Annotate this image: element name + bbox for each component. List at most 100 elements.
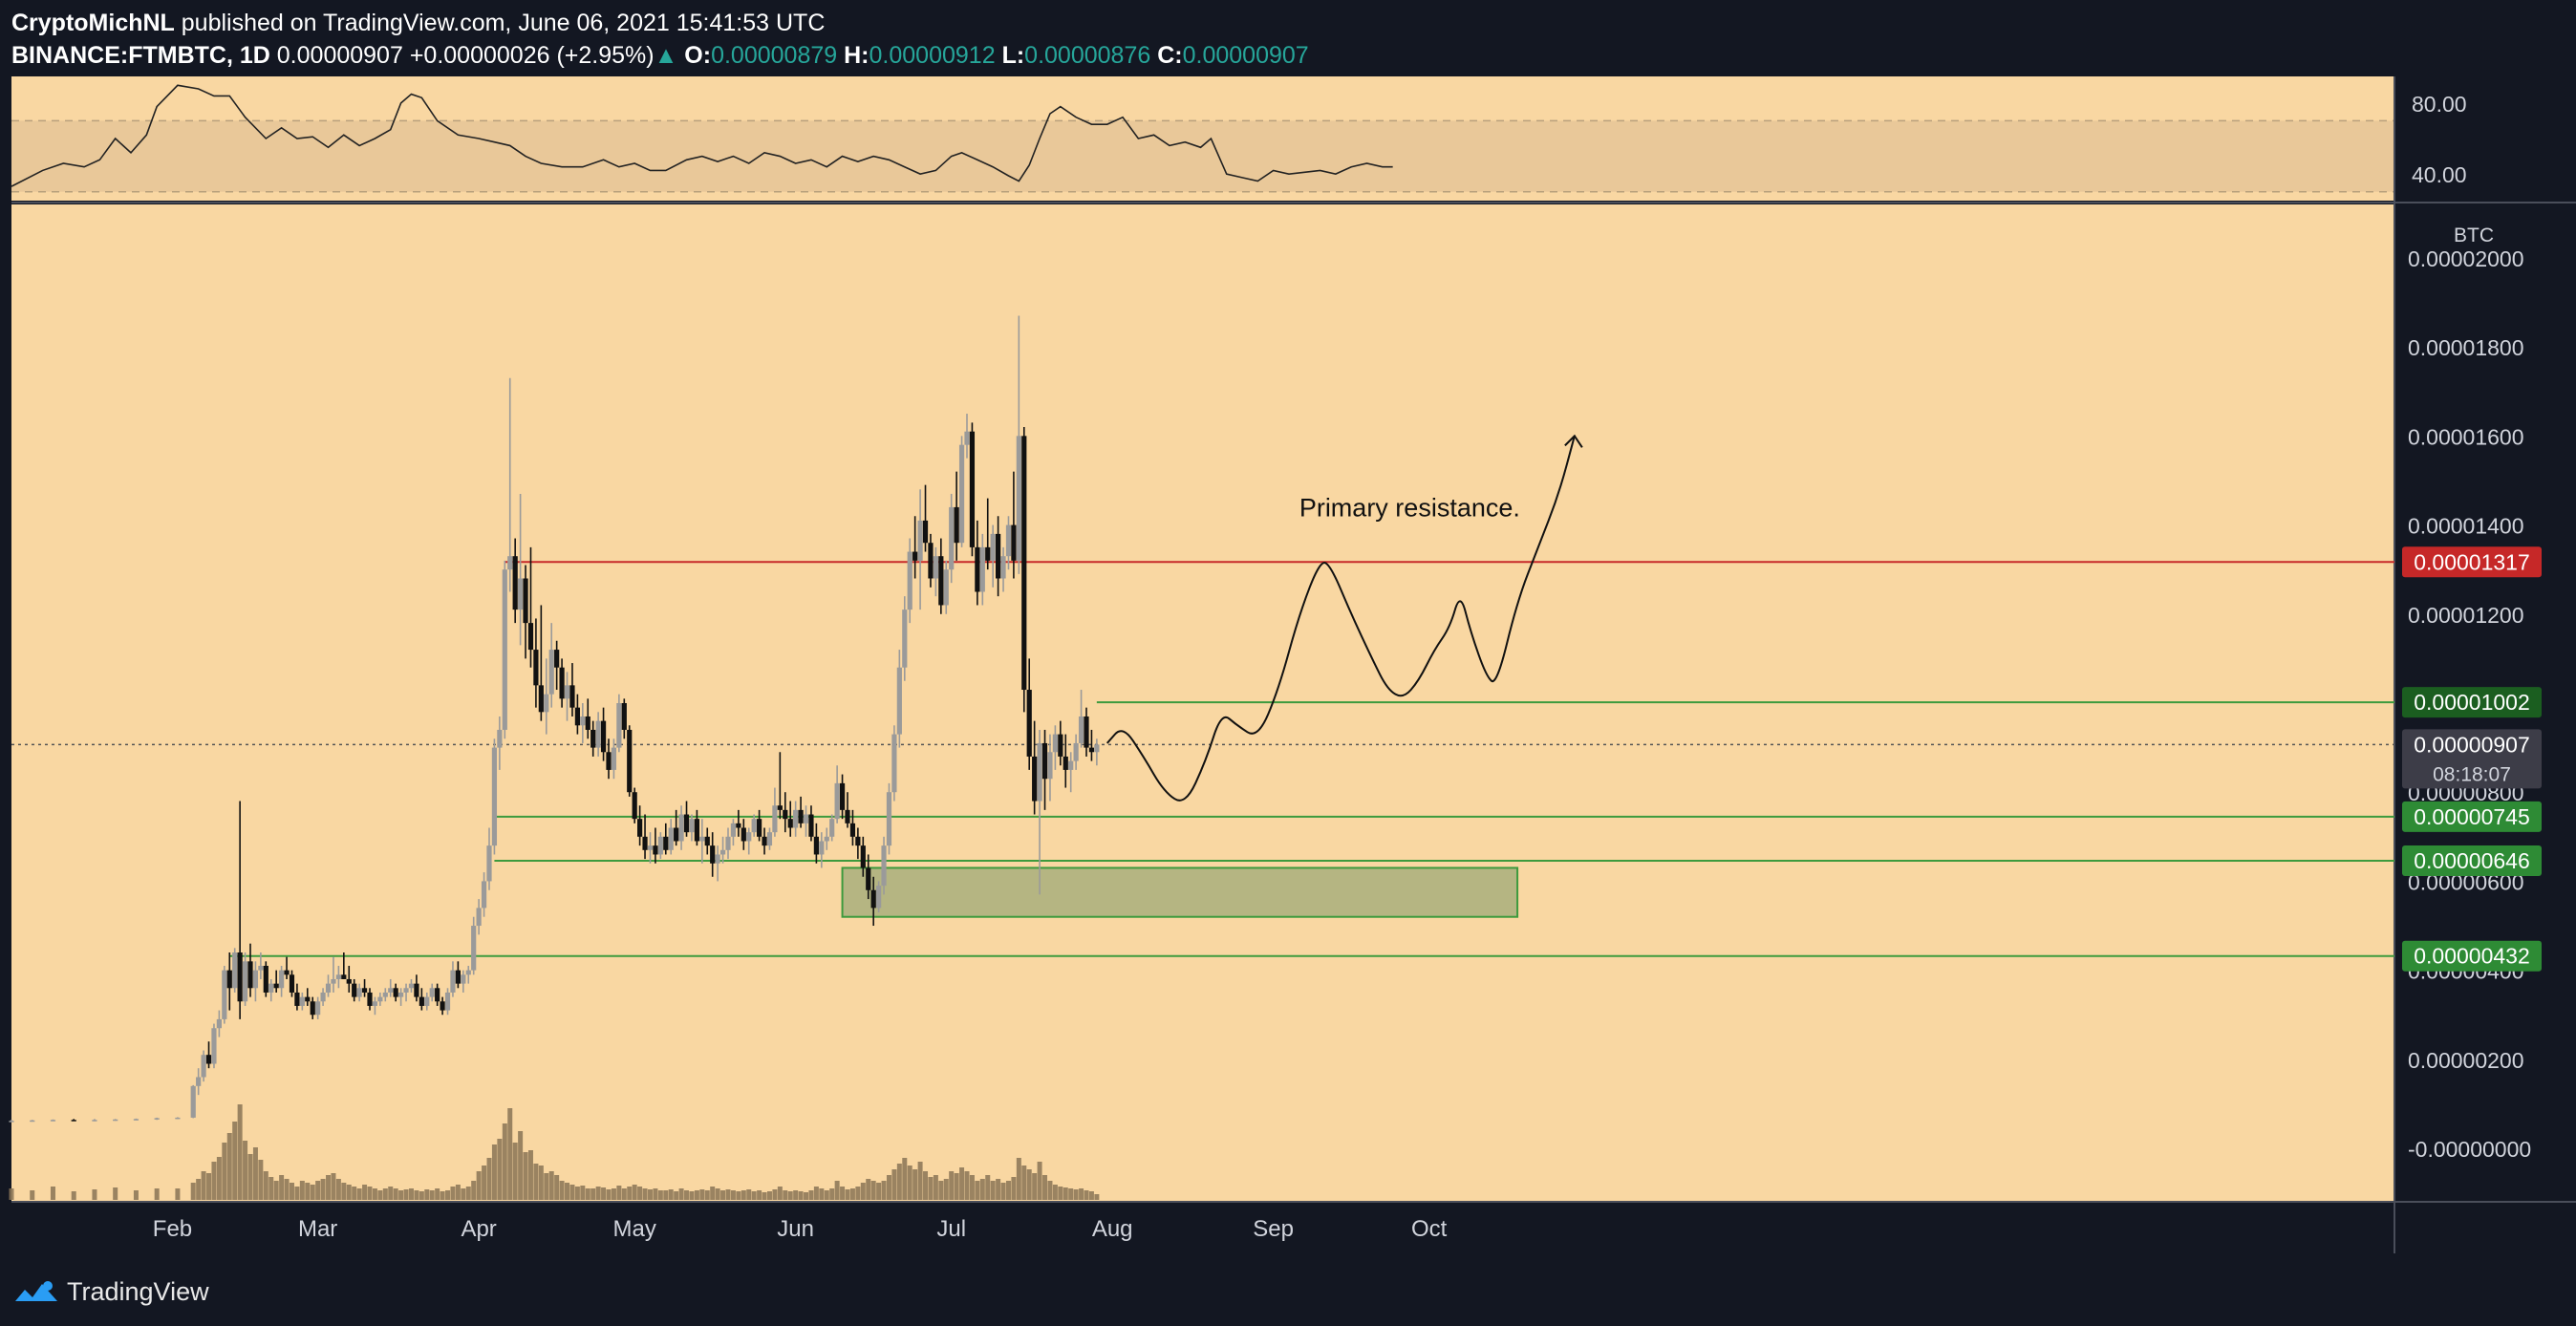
candle-body — [725, 836, 731, 850]
volume-bar — [949, 1171, 955, 1200]
candle-body — [414, 983, 419, 997]
volume-bar — [896, 1164, 902, 1200]
volume-bar — [247, 1154, 253, 1200]
time-tick-label: Apr — [461, 1216, 496, 1242]
price-tick-label: 0.00002000 — [2408, 246, 2524, 271]
rsi-tick-label: 80.00 — [2412, 92, 2467, 117]
candle-body — [574, 707, 580, 726]
candle-body — [793, 809, 799, 828]
volume-bar — [996, 1179, 1001, 1200]
volume-bar — [959, 1167, 965, 1200]
candle-body — [668, 827, 674, 850]
candle-body — [699, 836, 705, 842]
volume-bar — [933, 1175, 938, 1200]
candle-body — [674, 827, 679, 842]
candle-body — [361, 988, 368, 993]
volume-bar — [595, 1187, 601, 1200]
candle-body — [632, 792, 637, 820]
price-tick-label: 0.00001200 — [2408, 603, 2524, 628]
candle-body — [866, 867, 871, 890]
volume-bar — [289, 1183, 294, 1200]
last-price: 0.00000907 — [276, 42, 403, 69]
publisher-line: CryptoMichNL published on TradingView.co… — [11, 8, 825, 38]
candle-body — [331, 978, 336, 984]
author-name[interactable]: CryptoMichNL — [11, 10, 175, 36]
candle-body — [320, 992, 326, 1002]
volume-bar — [585, 1188, 590, 1200]
open-label: O: — [684, 42, 712, 69]
candle-body — [284, 970, 290, 975]
candle-body — [1052, 734, 1058, 753]
volume-bar — [720, 1190, 726, 1200]
candle-body — [258, 965, 264, 971]
volume-bar — [71, 1191, 76, 1200]
time-tick-label: Oct — [1411, 1216, 1448, 1242]
candle-body — [1068, 760, 1074, 770]
price-tick-label: 0.00001600 — [2408, 424, 2524, 449]
candle-body — [252, 970, 259, 989]
candle-body — [1094, 744, 1100, 753]
candle-body — [678, 814, 684, 842]
volume-bar — [544, 1173, 549, 1200]
candle-body — [201, 1055, 206, 1078]
volume-bar — [1052, 1185, 1058, 1200]
time-tick-label: Mar — [298, 1216, 337, 1242]
candle-body — [1026, 690, 1032, 757]
volume-bar — [335, 1179, 341, 1200]
volume-bar — [985, 1175, 991, 1200]
volume-bar — [647, 1189, 653, 1200]
volume-bar — [855, 1187, 861, 1200]
price-change: +0.00000026 (+2.95%) — [409, 42, 655, 69]
volume-bar — [367, 1187, 373, 1200]
volume-bar — [527, 1150, 533, 1200]
symbol-interval[interactable]: BINANCE:FTMBTC, 1D — [11, 42, 270, 69]
volume-bar — [398, 1190, 404, 1200]
candle-body — [996, 533, 1001, 579]
candle-body — [881, 845, 887, 887]
candle-body — [294, 992, 300, 1006]
candle-body — [237, 952, 243, 1002]
candle-body — [512, 556, 518, 610]
volume-bar — [1068, 1188, 1074, 1200]
volume-bar — [574, 1187, 580, 1200]
demand-zone — [841, 866, 1519, 918]
volume-bar — [341, 1183, 347, 1200]
candle-body — [538, 685, 544, 713]
tradingview-brand[interactable]: TradingView — [13, 1271, 209, 1313]
volume-bar — [565, 1183, 570, 1200]
brand-name: TradingView — [67, 1276, 209, 1306]
candle-body — [444, 992, 451, 1011]
volume-bar — [1026, 1169, 1032, 1200]
volume-bar — [907, 1166, 912, 1200]
volume-bar — [678, 1188, 684, 1200]
candle-body — [424, 996, 430, 1006]
candle-body — [1088, 747, 1095, 753]
current-price-tag: 0.00000907 — [2414, 732, 2530, 757]
candle-body — [289, 974, 295, 993]
volume-bar — [766, 1191, 772, 1200]
volume-bar — [1032, 1173, 1038, 1200]
candle-body — [92, 1120, 97, 1122]
volume-bar — [30, 1190, 35, 1200]
candle-body — [1047, 752, 1053, 780]
candle-body — [902, 610, 908, 668]
volume-bar — [1063, 1187, 1068, 1200]
volume-bar — [9, 1188, 14, 1200]
candle-body — [834, 782, 840, 820]
volume-bar — [704, 1190, 710, 1200]
volume-bar — [190, 1183, 196, 1200]
volume-bar — [258, 1160, 264, 1200]
close-label: C: — [1157, 42, 1183, 69]
volume-bar — [216, 1157, 222, 1200]
volume-bar — [315, 1181, 321, 1200]
candle-body — [450, 970, 456, 993]
candle-body — [595, 720, 601, 748]
candle-body — [896, 667, 902, 735]
candle-body — [1032, 756, 1038, 802]
volume-bar — [92, 1189, 97, 1200]
candle-body — [544, 694, 549, 713]
volume-bar — [804, 1192, 809, 1200]
volume-bar — [408, 1188, 414, 1200]
candle-body — [860, 845, 866, 868]
